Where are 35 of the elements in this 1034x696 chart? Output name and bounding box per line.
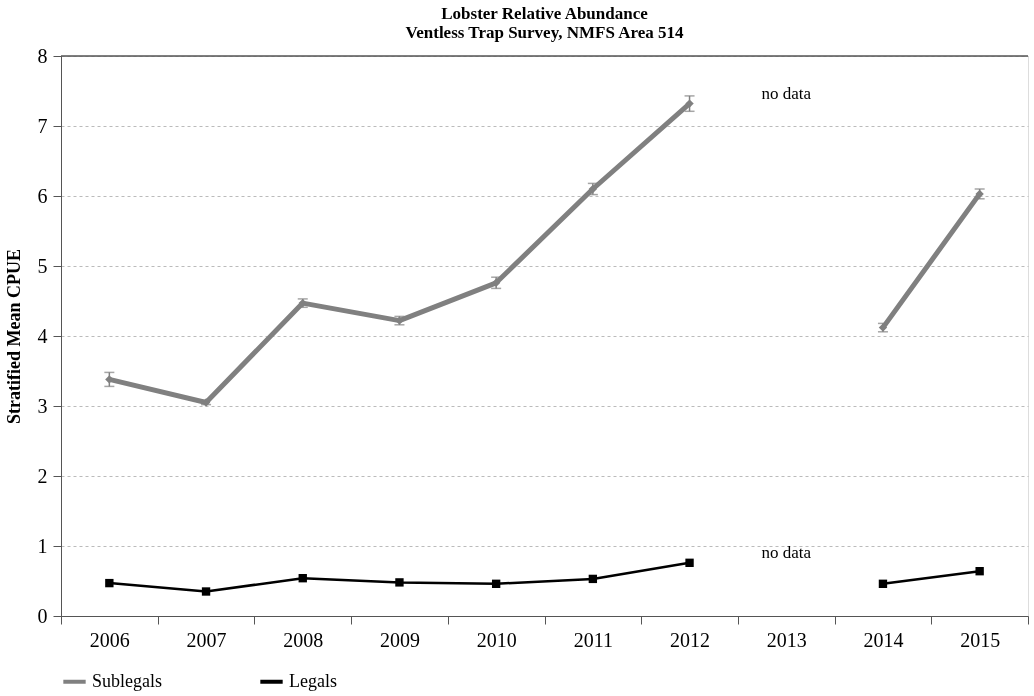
chart-title: Lobster Relative Abundance Ventless Trap Survey, NMFS Area 514 xyxy=(405,4,684,42)
point xyxy=(395,578,404,587)
point xyxy=(588,574,598,584)
y-tick-label: 3 xyxy=(37,394,48,417)
legend-label: Sublegals xyxy=(92,670,162,691)
point xyxy=(201,587,211,596)
annotation: no data xyxy=(761,83,812,103)
y-tick-label: 4 xyxy=(37,324,48,347)
x-tick-label: 2011 xyxy=(573,628,613,651)
x-tick-label: 2010 xyxy=(476,628,517,651)
x-tick-label: 2014 xyxy=(863,628,904,651)
y-tick-label: 7 xyxy=(37,114,48,137)
y-axis-title: Stratified Mean CPUE xyxy=(3,249,24,424)
x-tick-label: 2013 xyxy=(766,628,807,651)
point xyxy=(685,99,694,108)
y-tick-label: 5 xyxy=(37,254,48,277)
annotation: no data xyxy=(761,542,812,562)
y-tick-label: 0 xyxy=(37,604,48,627)
x-tick-label: 2015 xyxy=(960,628,1001,651)
x-tick-label: 2006 xyxy=(89,628,130,651)
y-tick-label: 2 xyxy=(37,464,48,487)
point xyxy=(491,579,501,588)
x-tick-label: 2007 xyxy=(186,628,227,651)
point xyxy=(975,567,984,576)
x-tick-label: 2012 xyxy=(670,628,711,651)
point xyxy=(878,579,888,588)
legend-label: Legals xyxy=(289,670,337,691)
y-tick-label: 6 xyxy=(37,184,48,207)
point xyxy=(105,578,114,588)
y-tick-label: 8 xyxy=(37,44,48,67)
y-tick-label: 1 xyxy=(37,534,48,557)
x-tick-label: 2009 xyxy=(379,628,420,651)
x-tick-label: 2008 xyxy=(283,628,324,651)
point xyxy=(298,574,307,583)
point xyxy=(685,558,694,567)
